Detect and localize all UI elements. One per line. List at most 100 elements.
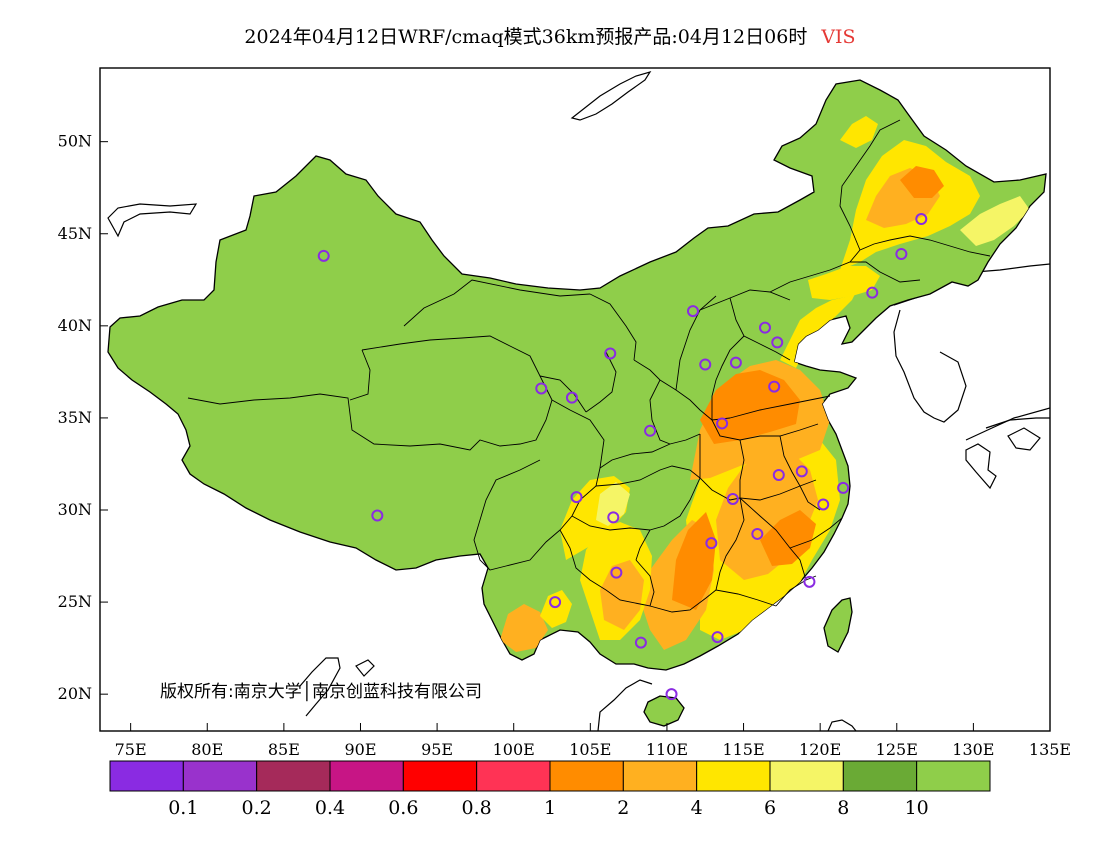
station-marker [371,509,384,522]
station-marker [565,391,578,404]
colorbar-swatch [182,760,258,792]
colorbar-swatch [109,760,184,792]
colorbar-label: 6 [764,797,776,819]
colorbar-swatch [256,760,331,792]
visibility-patch [840,116,878,148]
visibility-patch [700,370,800,444]
colorbar-swatch [329,760,404,792]
visibility-patch [900,166,944,198]
station-marker [535,382,548,395]
copyright-text: 版权所有:南京大学│南京创蓝科技有限公司 [160,681,482,702]
visibility-patch [540,590,572,628]
colorbar-swatch [476,760,551,792]
station-marker [570,491,583,504]
taiwan-island [823,597,853,653]
visibility-patch [500,604,548,652]
colorbar: 0.1 0.2 0.4 0.6 0.8 1 2 4 6 8 10 [109,760,991,819]
colorbar-label: 0.4 [315,797,345,819]
title-main: 2024年04月12日WRF/cmaq模式36km预报产品:04月12日06时 [244,26,808,48]
station-markers [317,213,928,701]
station-marker [729,356,742,369]
province-borders [187,119,991,613]
title-variable: VIS [821,26,856,48]
station-marker [607,511,620,524]
x-tick-label: 85E [268,740,300,759]
station-marker [716,417,729,430]
colorbar-label: 2 [617,797,629,819]
station-marker [726,492,739,505]
station-marker [699,358,712,371]
station-marker [768,380,781,393]
station-marker [915,213,928,226]
station-marker [604,347,617,360]
y-tick-label: 25N [58,592,92,611]
map-plot-area [107,70,1050,731]
visibility-patches [500,116,1030,652]
x-tick-label: 120E [799,740,841,759]
hainan-island [643,695,685,727]
station-marker [759,321,771,334]
station-marker [610,566,623,579]
y-axis: 20N 25N 30N 35N 40N 45N 50N [58,132,108,703]
visibility-patch [672,512,716,610]
x-tick-label: 75E [115,740,147,759]
y-tick-label: 30N [58,500,92,519]
visibility-patch [808,266,880,300]
x-axis: 75E 80E 85E 90E 95E 100E 105E 110E 115E 120E 125E 1… [115,723,1071,759]
visibility-patch [960,196,1030,246]
x-tick-label: 130E [952,740,994,759]
x-tick-label: 105E [569,740,611,759]
x-tick-label: 110E [646,740,688,759]
y-tick-label: 20N [58,684,92,703]
station-marker [751,527,764,540]
map-title: 2024年04月12日WRF/cmaq模式36km预报产品:04月12日06时 V… [0,22,1100,49]
colorbar-swatch [696,760,771,792]
y-tick-label: 45N [58,224,92,243]
station-marker [803,575,816,588]
x-tick-label: 115E [722,740,764,759]
colorbar-label: 4 [691,797,703,819]
colorbar-swatch [769,760,844,792]
station-marker [634,636,647,649]
colorbar-label: 0.8 [462,797,492,819]
plot-frame [99,67,1051,732]
visibility-patch [596,482,630,526]
station-marker [644,424,657,437]
colorbar-label: 0.1 [168,797,198,819]
visibility-patch [760,510,816,566]
station-marker [895,248,908,261]
station-marker [771,336,784,349]
colorbar-swatch [916,760,991,792]
station-marker [686,305,699,318]
colorbar-swatch [622,760,698,792]
station-marker [866,286,879,299]
colorbar-label: 0.6 [388,797,418,819]
x-tick-label: 135E [1029,740,1071,759]
station-marker [795,465,808,478]
colorbar-label: 8 [837,797,849,819]
station-marker [817,498,830,511]
colorbar-swatch [402,760,478,792]
colorbar-label: 10 [905,797,929,819]
y-tick-label: 50N [58,132,92,151]
y-tick-label: 35N [58,408,92,427]
x-tick-label: 95E [421,740,453,759]
station-marker [549,596,562,609]
y-tick-label: 40N [58,316,92,335]
colorbar-swatch [549,760,624,792]
station-marker [837,481,850,494]
station-marker [665,688,678,701]
station-marker [772,469,785,482]
x-tick-label: 90E [344,740,376,759]
colorbar-label: 0.2 [242,797,272,819]
colorbar-swatch [842,760,918,792]
colorbar-label: 1 [544,797,556,819]
x-tick-label: 125E [876,740,918,759]
station-marker [317,249,330,262]
station-marker [705,537,718,550]
visibility-patch [600,560,644,630]
x-tick-label: 100E [493,740,535,759]
x-tick-label: 80E [191,740,223,759]
station-marker [711,631,724,644]
